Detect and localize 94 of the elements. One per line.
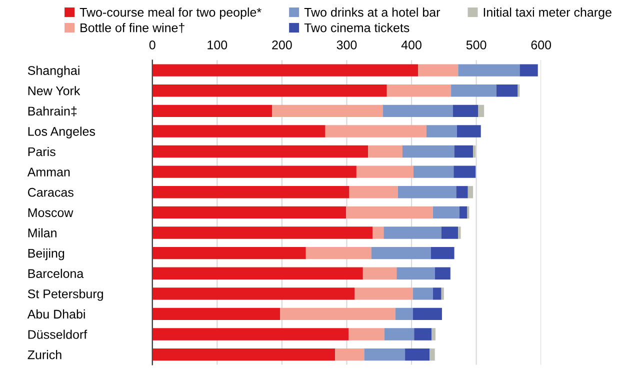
x-tick-label: 400	[401, 40, 422, 50]
bar	[402, 145, 454, 158]
bar	[356, 166, 414, 178]
y-tick-label: Milan	[28, 228, 56, 238]
y-tick-label: Amman	[27, 168, 70, 176]
bar	[473, 145, 476, 158]
y-tick-label: Caracas	[28, 188, 74, 197]
bar	[152, 348, 336, 361]
legend-label: Bottle of fine wine†	[80, 23, 184, 33]
bar	[372, 226, 384, 239]
bar	[152, 226, 373, 239]
bar	[152, 328, 349, 340]
bar	[152, 206, 346, 219]
bar	[152, 84, 387, 97]
y-tick-label: Zurich	[28, 350, 62, 360]
bar	[413, 166, 454, 178]
bar	[362, 267, 397, 280]
legend-label: Initial taxi meter charge	[484, 8, 612, 20]
bar	[418, 64, 458, 76]
y-tick-label: Moscow	[28, 208, 74, 218]
bar	[371, 246, 431, 260]
bar	[152, 308, 280, 320]
bar	[520, 64, 538, 76]
bar	[384, 226, 442, 239]
bar	[458, 226, 461, 239]
bar	[383, 104, 453, 118]
bar	[468, 186, 474, 198]
bar	[152, 145, 368, 158]
bar	[412, 288, 433, 300]
bar	[306, 246, 372, 260]
bar	[412, 308, 442, 320]
bar	[456, 186, 468, 198]
bar	[441, 288, 444, 300]
bar	[434, 267, 450, 280]
bar	[152, 267, 363, 280]
x-tick-label: 0	[149, 40, 156, 50]
bar	[414, 328, 432, 340]
bar	[496, 84, 518, 97]
bar	[398, 186, 456, 198]
y-tick-label: New York	[28, 86, 80, 96]
bar	[458, 64, 520, 76]
bar	[280, 308, 396, 320]
bar	[152, 64, 418, 76]
bar	[451, 84, 496, 97]
bar	[395, 308, 413, 320]
bar	[152, 104, 272, 118]
y-tick-label: Shanghai	[28, 66, 80, 78]
bar	[441, 226, 458, 239]
x-tick-label: 200	[272, 40, 292, 50]
legend-label: Two cinema tickets	[304, 23, 410, 32]
bar	[405, 348, 430, 361]
bar	[459, 206, 468, 219]
y-tick-label: Paris	[28, 147, 56, 156]
legend-label: Two drinks at a hotel bar	[304, 8, 440, 17]
bar	[348, 328, 384, 340]
bar	[478, 104, 484, 118]
y-tick-label: Düsseldorf	[28, 330, 88, 339]
bar	[432, 328, 436, 340]
x-tick-label: 300	[336, 40, 357, 50]
y-tick-label: St Petersburg	[28, 289, 103, 301]
bar	[349, 186, 398, 198]
bar	[386, 84, 452, 97]
bar	[384, 328, 414, 340]
bar	[152, 288, 355, 300]
y-tick-label: Bahrain‡	[28, 106, 77, 116]
y-tick-label: Barcelona	[28, 268, 84, 278]
x-tick-label: 500	[466, 40, 486, 50]
bar	[272, 104, 384, 118]
bar	[432, 206, 460, 219]
bar	[396, 267, 435, 280]
x-tick-label: 100	[208, 40, 228, 50]
y-tick-label: Beijing	[28, 248, 64, 260]
bar	[452, 104, 478, 118]
bar	[325, 125, 426, 138]
y-tick-label: Los Angeles	[28, 126, 96, 138]
bar	[152, 125, 326, 138]
bar	[454, 166, 476, 178]
bar	[152, 246, 306, 260]
bar	[368, 145, 402, 158]
bar	[454, 145, 474, 158]
bar	[346, 206, 433, 219]
bar	[430, 246, 454, 260]
bar	[430, 348, 435, 361]
legend-label: Two-course meal for two people*	[80, 8, 262, 20]
bar	[335, 348, 364, 361]
bar	[364, 348, 406, 361]
bar	[152, 166, 356, 178]
bar	[432, 288, 442, 300]
y-tick-label: Abu Dhabi	[27, 309, 85, 319]
x-tick-label: 600	[531, 40, 552, 50]
bar	[426, 125, 457, 138]
bar	[152, 186, 350, 198]
bar	[354, 288, 413, 300]
bar	[456, 125, 481, 138]
